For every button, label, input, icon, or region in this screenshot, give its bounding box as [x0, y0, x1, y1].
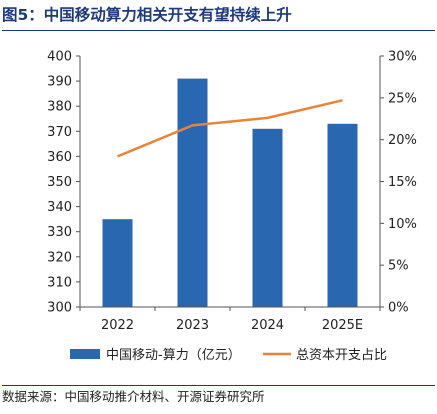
bar-2022 [102, 219, 133, 307]
y-right-tick-label: 10% [388, 217, 417, 232]
legend-bar-swatch [70, 349, 100, 359]
bar-2024 [252, 128, 283, 307]
y-left-tick-label: 340 [47, 200, 72, 215]
legend-bar-label: 中国移动-算力（亿元） [106, 348, 241, 363]
y-right-tick-label: 0% [388, 301, 409, 316]
y-left-tick-label: 350 [47, 175, 72, 190]
figure-title: 图5：中国移动算力相关开支有望持续上升 [2, 0, 435, 31]
x-tick-label: 2022 [101, 318, 134, 333]
x-tick-label: 2023 [176, 318, 209, 333]
bar-2023 [177, 78, 208, 307]
y-left-tick-label: 310 [47, 275, 72, 290]
y-left-tick-label: 330 [47, 225, 72, 240]
y-left-tick-label: 370 [47, 125, 72, 140]
bar-series [102, 78, 358, 307]
x-tick-label: 2024 [251, 318, 284, 333]
y-right-tick-label: 20% [388, 133, 417, 148]
axes: 300 310 320 330 340 350 360 370 380 390 400 0% 5% 10%… [47, 50, 417, 334]
legend: 中国移动-算力（亿元） 总资本开支占比 [70, 348, 387, 363]
source-note: 数据来源：中国移动推介材料、开源证券研究所 [2, 385, 435, 414]
bar-2025E [327, 123, 358, 307]
y-right-tick-label: 15% [388, 175, 417, 190]
y-left-tick-label: 390 [47, 75, 72, 90]
line-capex-share [117, 99, 343, 158]
y-left-tick-label: 380 [47, 100, 72, 115]
legend-line-label: 总资本开支占比 [296, 348, 387, 363]
y-right-tick-label: 25% [388, 91, 417, 106]
line-series [117, 99, 343, 158]
y-left-tick-label: 300 [47, 301, 72, 316]
y-left-tick-label: 400 [47, 50, 72, 65]
y-right-tick-label: 30% [388, 50, 417, 65]
y-right-tick-label: 5% [388, 259, 409, 274]
y-left-tick-label: 360 [47, 150, 72, 165]
x-tick-label: 2025E [322, 318, 363, 333]
y-left-tick-label: 320 [47, 250, 72, 265]
